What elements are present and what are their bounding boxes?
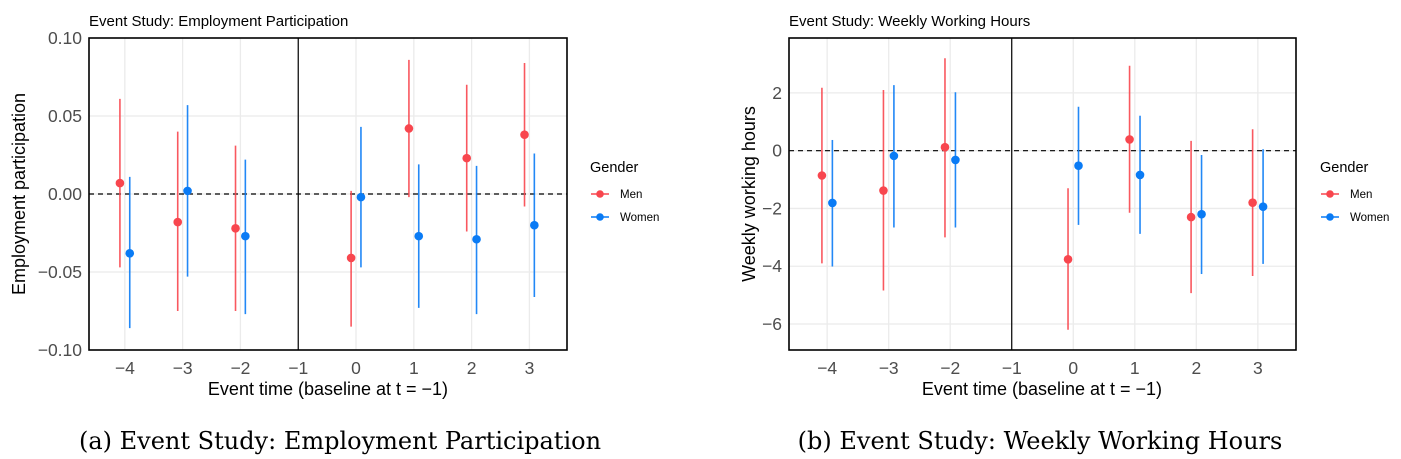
y-tick-label: −4	[762, 256, 782, 276]
x-tick-label: 2	[467, 358, 477, 378]
point-estimate-men	[879, 186, 888, 195]
x-axis-label: Event time (baseline at t = −1)	[922, 379, 1162, 399]
x-tick-label: 0	[351, 358, 361, 378]
chart-title: Event Study: Employment Participation	[89, 13, 348, 30]
x-tick-label: 3	[525, 358, 535, 378]
legend-key-women-point	[596, 213, 604, 221]
panel-weekly-working-hours: Event Study: Weekly Working Hours Weekly…	[739, 13, 1389, 399]
legend-key-men-point	[1326, 190, 1334, 198]
y-axis-label: Weekly working hours	[739, 106, 759, 282]
x-tick-label: −3	[879, 358, 899, 378]
x-tick-label: −1	[288, 358, 308, 378]
y-tick-label: −0.05	[38, 262, 82, 282]
series-men	[115, 59, 529, 327]
caption-b: (b) Event Study: Weekly Working Hours	[798, 427, 1283, 455]
legend-key-men-point	[596, 190, 604, 198]
x-tick-label: −4	[817, 358, 837, 378]
point-estimate-women	[356, 192, 366, 202]
point-estimate-women	[828, 198, 837, 208]
legend-title: Gender	[1320, 160, 1369, 176]
x-tick-label: 3	[1253, 358, 1263, 378]
x-tick-label: −3	[173, 358, 193, 378]
x-tick-label: −1	[1002, 358, 1022, 378]
legend-key-women-point	[1326, 213, 1334, 221]
x-tick-label: 2	[1191, 358, 1201, 378]
point-estimate-women	[1197, 209, 1206, 219]
x-tick-label: −2	[940, 358, 960, 378]
chart-title: Event Study: Weekly Working Hours	[789, 13, 1030, 30]
point-estimate-women	[1135, 170, 1145, 180]
point-estimate-women	[530, 220, 539, 230]
x-tick-label: −2	[230, 358, 250, 378]
plot-area	[788, 37, 1297, 351]
point-estimate-men	[346, 253, 356, 263]
point-estimate-men	[940, 142, 950, 152]
point-estimate-men	[817, 171, 827, 180]
x-tick-label: −4	[115, 358, 135, 378]
y-axis-label: Employment participation	[9, 93, 29, 295]
panel-employment-participation: Event Study: Employment Participation Em…	[9, 13, 659, 399]
legend: Gender Men Women	[1320, 160, 1389, 224]
point-estimate-women	[1258, 202, 1268, 212]
y-tick-label: 0.00	[48, 184, 82, 204]
series-men	[817, 58, 1257, 330]
point-estimate-men	[1063, 254, 1073, 264]
x-tick-label: 1	[1130, 358, 1140, 378]
legend-label-women: Women	[1350, 212, 1389, 224]
y-tick-label: 0.05	[48, 106, 82, 126]
series-women	[828, 85, 1268, 275]
legend-label-men: Men	[1350, 189, 1372, 201]
y-tick-label: 2	[772, 83, 782, 103]
y-tick-label: 0	[772, 141, 782, 161]
x-axis-label: Event time (baseline at t = −1)	[208, 379, 448, 399]
legend-label-men: Men	[620, 189, 642, 201]
point-estimate-women	[1074, 161, 1083, 170]
y-tick-label: −0.10	[38, 340, 83, 360]
point-estimate-women	[951, 155, 960, 165]
x-tick-label: 1	[409, 358, 419, 378]
x-tick-label: 0	[1068, 358, 1078, 378]
point-estimate-men	[462, 153, 472, 163]
point-estimate-men	[231, 224, 240, 233]
point-estimate-women	[125, 248, 135, 258]
point-estimate-men	[1125, 135, 1134, 144]
plot-area	[88, 37, 568, 351]
point-estimate-men	[404, 124, 414, 133]
point-estimate-women	[183, 186, 192, 196]
point-estimate-men	[1248, 198, 1257, 207]
point-estimate-men	[520, 130, 529, 140]
caption-a: (a) Event Study: Employment Participatio…	[79, 427, 601, 455]
y-tick-label: 0.10	[48, 28, 82, 48]
point-estimate-women	[889, 151, 899, 161]
point-estimate-men	[1186, 212, 1196, 222]
point-estimate-women	[241, 231, 250, 241]
plot-border	[788, 37, 1297, 351]
series-women	[125, 105, 539, 329]
legend-label-women: Women	[620, 212, 659, 224]
point-estimate-women	[472, 234, 481, 244]
y-tick-label: −6	[762, 314, 782, 334]
plot-border	[88, 37, 568, 351]
point-estimate-men	[115, 178, 125, 188]
point-estimate-men	[173, 217, 183, 227]
y-tick-label: −2	[762, 198, 782, 218]
legend: Gender Men Women	[590, 160, 659, 224]
legend-title: Gender	[590, 160, 639, 176]
point-estimate-women	[414, 231, 424, 241]
